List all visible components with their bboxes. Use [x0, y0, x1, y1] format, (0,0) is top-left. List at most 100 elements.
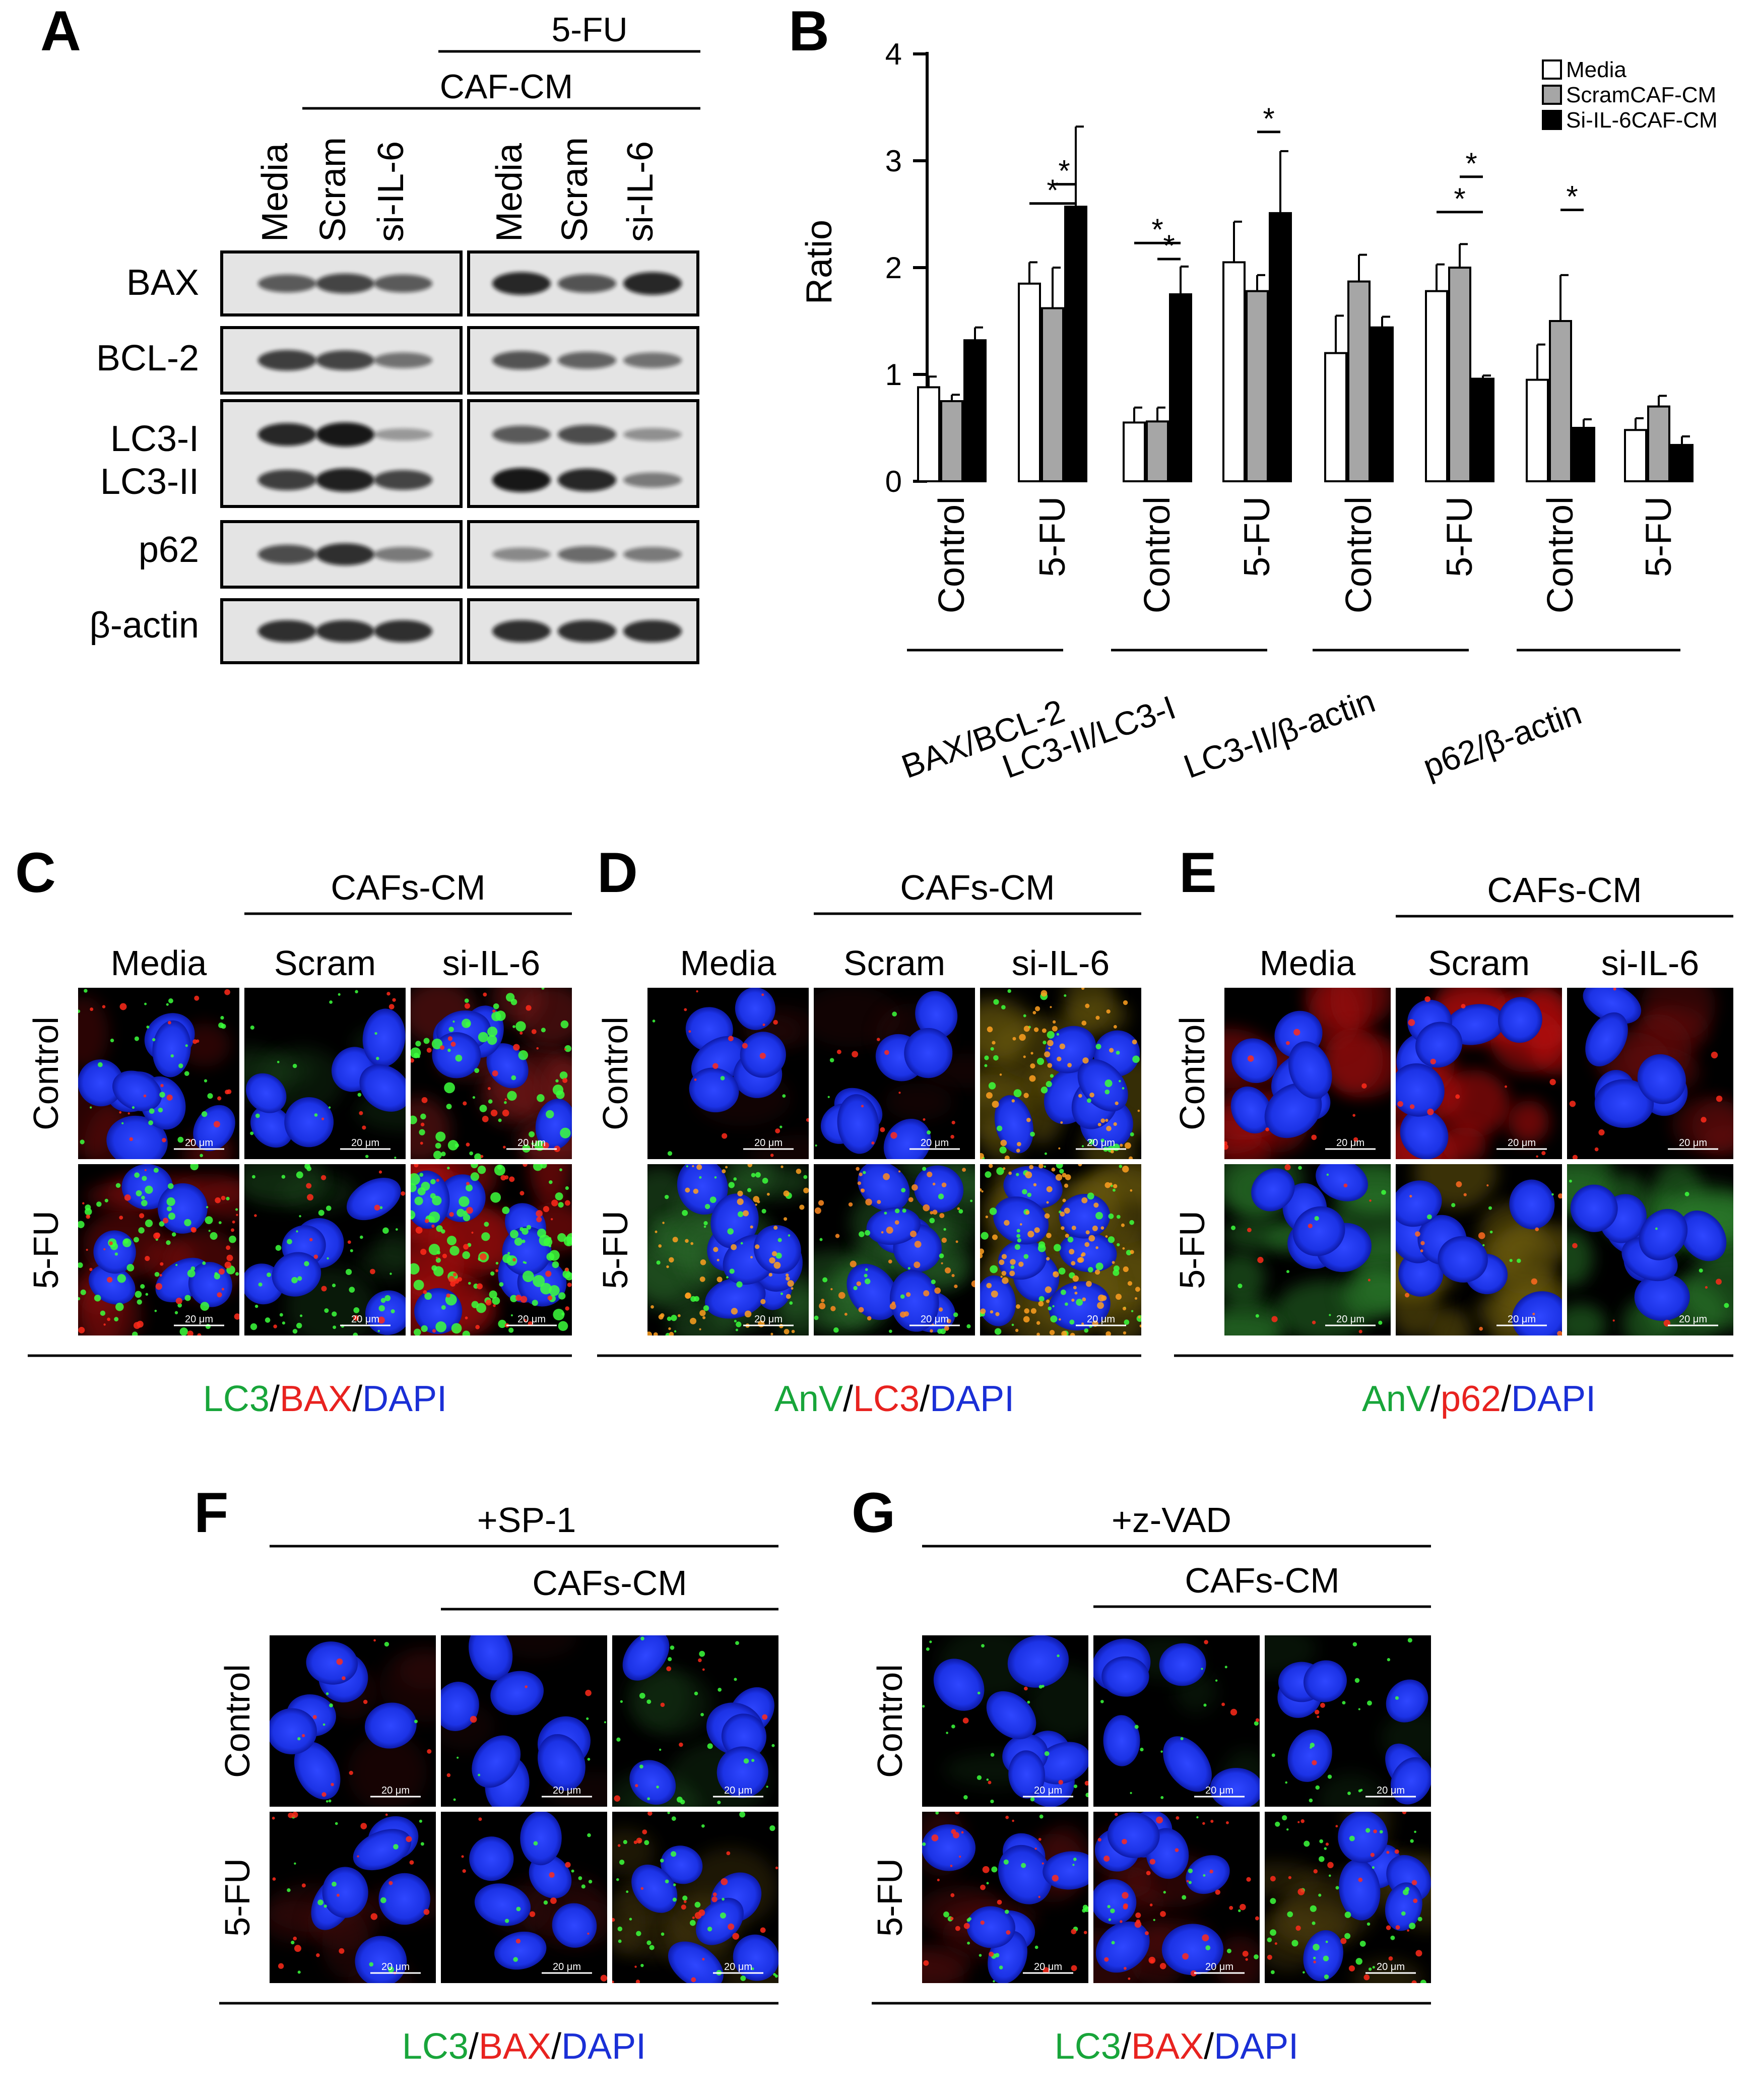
- blot-band: [492, 272, 551, 295]
- micrograph: 20 μm: [411, 988, 572, 1159]
- lane-label: Media: [255, 143, 295, 242]
- scale-bar-label: 20 μm: [754, 1137, 783, 1149]
- group-label: LC3-II/β-actin: [1179, 682, 1380, 785]
- blot-band: [316, 273, 374, 294]
- caf-cm-header: CAFs-CM: [532, 1563, 687, 1603]
- caf-cm-header: CAFs-CM: [1185, 1561, 1339, 1600]
- stain-part: BAX: [1131, 2026, 1204, 2067]
- blot-band: [623, 620, 682, 643]
- scale-bar-label: 20 μm: [1336, 1314, 1364, 1325]
- micrograph: 20 μm: [270, 1635, 436, 1807]
- micrograph: 20 μm: [814, 988, 975, 1159]
- scale-bar-label: 20 μm: [381, 1785, 410, 1796]
- stain-part: /: [843, 1379, 853, 1419]
- blot-band: [558, 274, 616, 293]
- blot-band: [258, 544, 316, 564]
- stain-part: DAPI: [362, 1379, 447, 1419]
- significance-star: *: [1047, 173, 1058, 207]
- scale-bar-label: 20 μm: [381, 1961, 410, 1972]
- blot-band: [492, 468, 551, 492]
- scale-bar-label: 20 μm: [1087, 1137, 1115, 1149]
- blot-band: [623, 272, 682, 295]
- bar: [1572, 427, 1595, 482]
- scale-bar-label: 20 μm: [921, 1137, 949, 1149]
- stain-part: AnV: [774, 1379, 843, 1419]
- significance-star: *: [1263, 102, 1274, 136]
- blot-band: [258, 350, 316, 371]
- blot-band: [492, 547, 551, 561]
- bar: [1123, 421, 1146, 483]
- significance-star: *: [1163, 229, 1175, 263]
- blot-strips: [220, 250, 699, 664]
- blot-band: [374, 470, 432, 490]
- treatment-header: +SP-1: [477, 1500, 576, 1540]
- column-label: Scram: [1428, 943, 1530, 983]
- scale-bar-label: 20 μm: [1679, 1137, 1707, 1149]
- micrograph: 20 μm: [78, 988, 239, 1159]
- panel-g-microscopy: G+z-VADCAFs-CMMediaScramsi-IL-6Control20…: [852, 1481, 1431, 2067]
- x-tick-label: 5-FU: [1032, 496, 1073, 577]
- panel-d-microscopy: D CAFs-CM Media Scram si-IL-6 Control 20 μm 20 …: [596, 841, 1141, 1419]
- column-label: si-IL-6: [1012, 943, 1110, 983]
- panel-label-a: A: [40, 0, 81, 62]
- stain-part: LC3: [402, 2026, 469, 2067]
- bar: [1549, 320, 1572, 482]
- micrograph: 20 μm: [244, 1164, 406, 1335]
- lane-labels: Media Scram si-IL-6 Media Scram si-IL-6: [255, 137, 661, 242]
- blot-band: [374, 428, 432, 441]
- panel-label-b: B: [789, 0, 829, 62]
- column-label: Scram: [274, 943, 376, 983]
- panel-c-microscopy: C CAFs-CM Media Scram si-IL-6 Control 20 μm 20 …: [15, 841, 572, 1419]
- blot-band: [558, 352, 616, 369]
- stain-part: DAPI: [1214, 2026, 1298, 2067]
- scale-bar-label: 20 μm: [553, 1961, 581, 1972]
- stain-label: AnV/p62/DAPI: [1362, 1379, 1596, 1419]
- bar: [1064, 206, 1087, 483]
- stain-part: /: [1204, 2026, 1214, 2067]
- significance-star: *: [1465, 147, 1477, 180]
- scale-bar-label: 20 μm: [1377, 1785, 1405, 1796]
- column-label: Media: [111, 943, 207, 983]
- micrograph: 20 μm: [1224, 1164, 1391, 1335]
- blot-band: [623, 472, 682, 488]
- x-tick-label: 5-FU: [1237, 496, 1277, 577]
- stain-part: DAPI: [1511, 1379, 1596, 1419]
- row-label: 5-FU: [1173, 1211, 1212, 1289]
- lane-label: Scram: [555, 137, 595, 242]
- bar: [1624, 429, 1647, 482]
- lane-label: Media: [489, 143, 530, 242]
- stain-label: LC3/BAX/DAPI: [1055, 2026, 1298, 2067]
- blot-band: [316, 543, 374, 565]
- scale-bar-label: 20 μm: [1034, 1785, 1062, 1796]
- blot-band: [492, 351, 551, 370]
- legend-label: Si-IL-6CAF-CM: [1566, 108, 1718, 133]
- panel-label-g: G: [852, 1481, 895, 1544]
- protein-label: BCL-2: [96, 338, 199, 378]
- blot-band: [374, 352, 432, 368]
- legend-label: Media: [1566, 57, 1626, 82]
- stain-label: LC3/BAX/DAPI: [402, 2026, 646, 2067]
- micrograph: 20 μm: [612, 1812, 778, 1983]
- micrograph: 20 μm: [647, 988, 809, 1159]
- x-tick-label: Control: [932, 496, 972, 613]
- stain-part: LC3: [203, 1379, 270, 1419]
- column-label: Media: [680, 943, 776, 983]
- column-label: si-IL-6: [442, 943, 540, 983]
- lane-label: Scram: [313, 137, 353, 242]
- blot-band: [623, 547, 682, 562]
- micrograph: 20 μm: [1265, 1635, 1431, 1807]
- scale-bar-label: 20 μm: [1034, 1961, 1062, 1972]
- bar: [1324, 352, 1347, 482]
- micrograph: 20 μm: [270, 1812, 436, 1983]
- panel-e-microscopy: E CAFs-CM Media Scram si-IL-6 Control 20 μm 20 …: [1173, 841, 1733, 1419]
- micrograph: 20 μm: [612, 1635, 778, 1807]
- column-label: Scram: [843, 943, 945, 983]
- row-label: 5-FU: [596, 1211, 635, 1289]
- stain-part: /: [920, 1379, 930, 1419]
- micrograph: 20 μm: [814, 1164, 975, 1335]
- blot-band: [374, 620, 432, 643]
- significance-star: *: [1566, 180, 1578, 214]
- y-tick-label: 3: [885, 144, 902, 178]
